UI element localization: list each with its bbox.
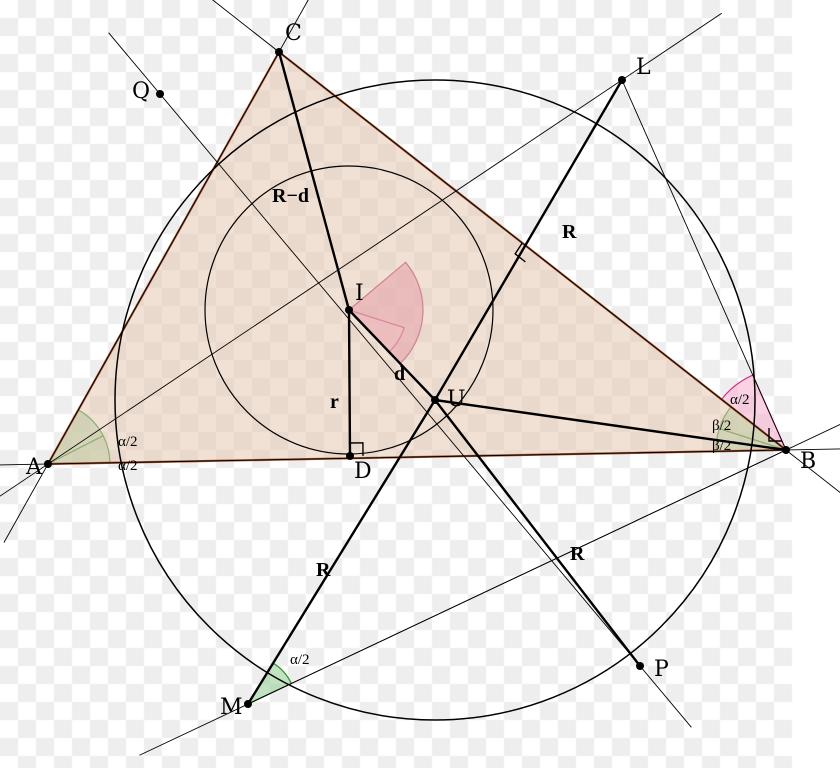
label-point: M	[220, 695, 243, 720]
point-c	[275, 48, 283, 56]
label-point: Q	[132, 79, 150, 104]
point-p	[636, 662, 644, 670]
label-angle: α/2	[290, 652, 310, 668]
label-point: U	[447, 387, 466, 412]
label-segment: r	[330, 391, 339, 413]
point-l	[618, 76, 626, 84]
geometry-diagram: A B C I U D L M P Q R−d d r R R Rα/2 α/2 β/2 β/2 α/2 α/2	[0, 0, 840, 768]
label-angle: α/2	[730, 392, 750, 408]
label-point: L	[636, 55, 651, 80]
label-point: C	[285, 21, 302, 46]
label-point: B	[800, 449, 816, 474]
thick-segment	[349, 310, 350, 456]
point-u	[431, 396, 439, 404]
point-a	[44, 460, 52, 468]
point-d	[346, 452, 354, 460]
point-q	[156, 90, 164, 98]
triangle-abc	[48, 52, 786, 464]
label-point: D	[354, 459, 372, 484]
label-segment: R	[316, 559, 331, 581]
label-point: A	[25, 455, 43, 480]
point-b	[782, 446, 790, 454]
label-angle: α/2	[118, 434, 138, 450]
label-point: P	[654, 657, 669, 682]
label-segment: R−d	[272, 185, 309, 207]
label-angle: α/2	[118, 458, 138, 474]
label-angle: β/2	[712, 438, 731, 454]
label-segment: R	[562, 221, 577, 243]
label-angle: β/2	[712, 418, 731, 434]
label-segment: d	[394, 363, 405, 385]
label-segment: R	[570, 543, 585, 565]
point-i	[345, 306, 353, 314]
point-m	[244, 700, 252, 708]
label-point: I	[355, 281, 364, 306]
triangle	[48, 52, 786, 464]
